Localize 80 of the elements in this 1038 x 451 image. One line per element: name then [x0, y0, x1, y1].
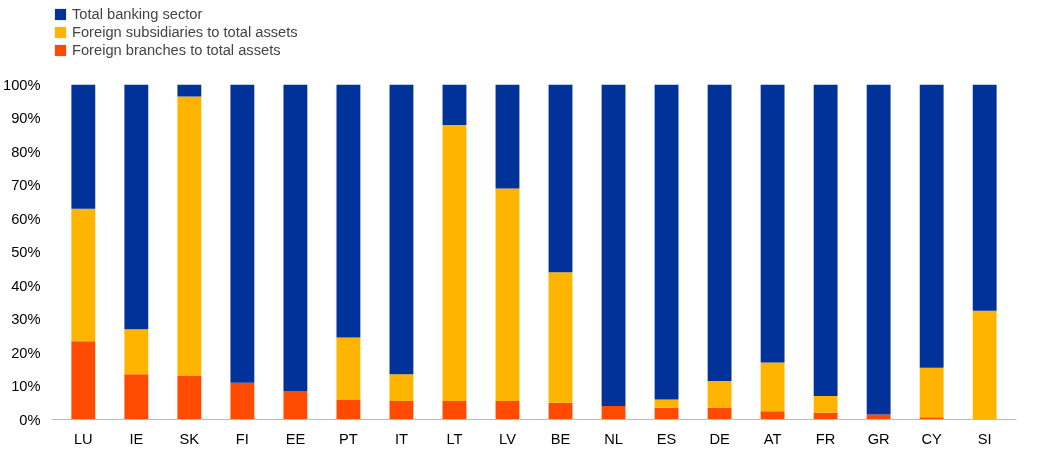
- bar: [919, 367, 944, 418]
- x-tick-label: LV: [499, 430, 517, 447]
- bar: [601, 406, 626, 420]
- bar: [707, 407, 732, 420]
- bar: [866, 414, 891, 420]
- x-tick-label: SI: [977, 430, 992, 447]
- x-tick-label: BE: [550, 430, 571, 447]
- x-tick-label: IT: [394, 430, 408, 447]
- y-tick-label: 30%: [11, 311, 41, 328]
- bar: [71, 341, 96, 420]
- y-tick-label: 50%: [11, 244, 41, 261]
- legend-label: Foreign branches to total assets: [72, 42, 281, 58]
- bar: [177, 96, 202, 376]
- bar: [548, 272, 573, 403]
- y-tick-label: 100%: [3, 76, 41, 93]
- bar: [230, 84, 255, 383]
- x-tick-label: LU: [73, 430, 93, 447]
- y-tick-label: 10%: [11, 378, 41, 395]
- bar: [442, 124, 467, 402]
- y-tick-label: 60%: [11, 210, 41, 227]
- bar: [495, 188, 520, 402]
- x-tick-label: SK: [179, 430, 200, 447]
- bar: [442, 84, 467, 125]
- bar: [336, 84, 361, 338]
- bar: [972, 84, 997, 311]
- bar: [760, 411, 785, 420]
- y-tick-label: 40%: [11, 277, 41, 294]
- bar: [495, 84, 520, 189]
- bar: [336, 337, 361, 400]
- bar: [707, 84, 732, 382]
- bar: [548, 402, 573, 420]
- x-tick-label: LT: [446, 430, 463, 447]
- bar: [495, 401, 520, 420]
- x-tick-label: ES: [656, 430, 677, 447]
- bar: [760, 362, 785, 412]
- bar: [972, 310, 997, 420]
- y-tick-label: 90%: [11, 110, 41, 127]
- legend-label: Total banking sector: [72, 6, 203, 22]
- bar: [283, 84, 308, 392]
- x-tick-label: FR: [815, 430, 836, 447]
- bar: [919, 84, 944, 368]
- bar: [230, 382, 255, 420]
- bar: [177, 84, 202, 97]
- bar: [389, 84, 414, 375]
- bar: [124, 84, 149, 330]
- bar: [654, 407, 679, 420]
- y-tick-label: 70%: [11, 177, 41, 194]
- x-tick-label: CY: [921, 430, 943, 447]
- legend-label: Foreign subsidiaries to total assets: [72, 24, 298, 40]
- bar: [124, 374, 149, 420]
- bar: [283, 391, 308, 420]
- bar: [866, 84, 891, 415]
- x-tick-label: NL: [604, 430, 623, 447]
- bar: [442, 401, 467, 420]
- y-tick-label: 20%: [11, 344, 41, 361]
- bar: [813, 412, 838, 420]
- bar: [813, 84, 838, 397]
- bar: [654, 399, 679, 408]
- x-tick-label: IE: [129, 430, 144, 447]
- y-tick-label: 0%: [19, 411, 41, 428]
- bar: [389, 374, 414, 402]
- bar: [813, 396, 838, 413]
- bar: [124, 329, 149, 375]
- bar: [707, 381, 732, 408]
- bar: [71, 208, 96, 342]
- x-tick-label: EE: [285, 430, 306, 447]
- bar: [177, 375, 202, 420]
- bar: [601, 84, 626, 407]
- bar: [336, 399, 361, 420]
- bar: [71, 84, 96, 209]
- x-tick-label: FI: [235, 430, 249, 447]
- bar: [760, 84, 785, 363]
- y-tick-label: 80%: [11, 143, 41, 160]
- bar: [654, 84, 679, 400]
- bar: [389, 401, 414, 420]
- x-tick-label: GR: [867, 430, 890, 447]
- x-tick-label: AT: [763, 430, 782, 447]
- x-tick-label: PT: [339, 430, 358, 447]
- bar: [548, 84, 573, 273]
- x-tick-label: DE: [709, 430, 730, 447]
